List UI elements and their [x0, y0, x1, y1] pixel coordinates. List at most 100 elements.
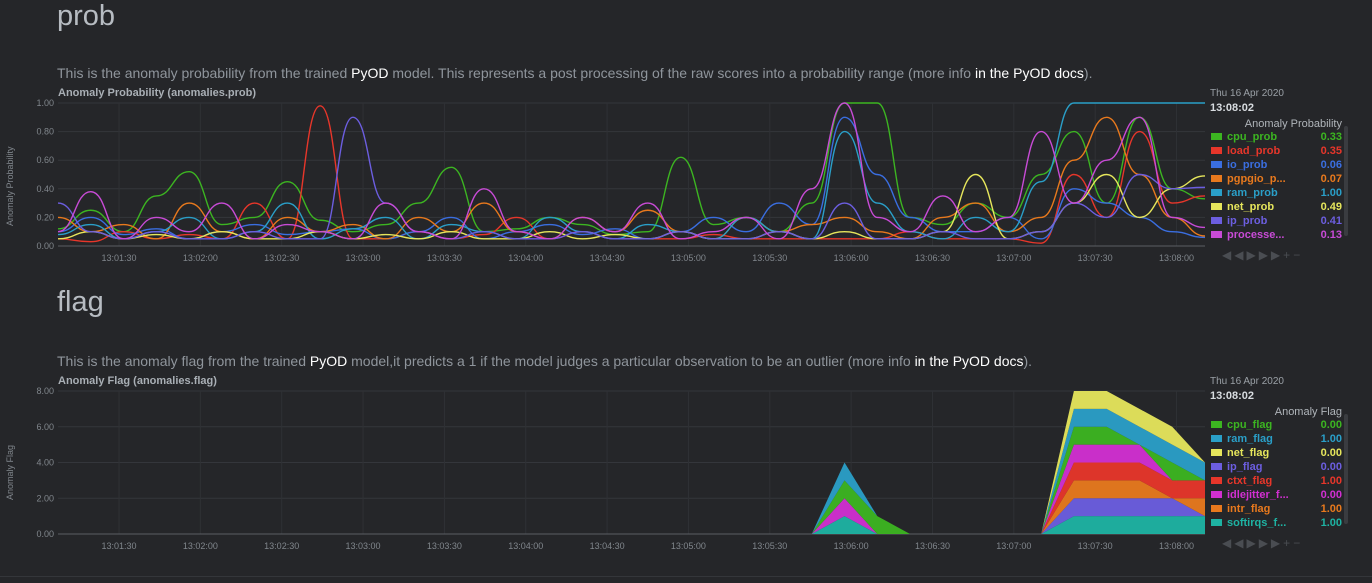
- legend-name: idlejitter_f...: [1227, 489, 1289, 501]
- desc-highlight: PyOD: [351, 65, 389, 81]
- chart-legend: Thu 16 Apr 2020 13:08:02 Anomaly Probabi…: [1210, 88, 1342, 242]
- y-tick-label: 0.00: [36, 529, 54, 539]
- legend-scrollbar[interactable]: [1344, 414, 1348, 524]
- series-line-ip_prob: [57, 116, 1206, 240]
- legend-value: 0.00: [1320, 489, 1342, 501]
- x-tick-label: 13:06:30: [915, 541, 950, 551]
- legend-item[interactable]: load_prob 0.35: [1210, 144, 1342, 158]
- chart-anomaly-probability[interactable]: Anomaly Probability (anomalies.prob) Ano…: [0, 86, 1372, 271]
- legend-item[interactable]: ip_prob 0.41: [1210, 214, 1342, 228]
- legend-swatch: [1211, 491, 1222, 498]
- legend-item[interactable]: pgpgio_p... 0.07: [1210, 172, 1342, 186]
- y-tick-label: 8.00: [36, 386, 54, 396]
- legend-swatch: [1211, 133, 1222, 140]
- legend-item[interactable]: softirqs_f... 1.00: [1210, 516, 1342, 530]
- play-icon[interactable]: ▶: [1246, 536, 1259, 550]
- legend-name: pgpgio_p...: [1227, 173, 1286, 185]
- y-tick-label: 0.00: [36, 241, 54, 251]
- y-tick-label: 4.00: [36, 458, 54, 468]
- legend-name: ram_prob: [1227, 187, 1278, 199]
- legend-heading: Anomaly Flag: [1274, 406, 1342, 418]
- legend-name: ip_prob: [1227, 215, 1268, 227]
- x-tick-label: 13:07:30: [1078, 541, 1113, 551]
- x-tick-label: 13:02:00: [183, 541, 218, 551]
- legend-item[interactable]: idlejitter_f... 0.00: [1210, 488, 1342, 502]
- chart-plot-area[interactable]: 8.00 6.00 4.00 2.00 0.00 13:01:30 13:02:00 13:0…: [0, 374, 1372, 559]
- pan-left-icon[interactable]: ◀◀: [1222, 536, 1247, 550]
- legend-item[interactable]: intr_flag 1.00: [1210, 502, 1342, 516]
- x-tick-label: 13:03:30: [427, 541, 462, 551]
- chart-toolbar[interactable]: ◀◀▶▶▶+−: [1222, 248, 1303, 262]
- legend-swatch: [1211, 189, 1222, 196]
- legend-item[interactable]: ip_flag 0.00: [1210, 460, 1342, 474]
- desc-text: ).: [1083, 65, 1093, 81]
- zoom-in-icon[interactable]: +: [1283, 536, 1294, 550]
- legend-swatch: [1211, 217, 1222, 224]
- legend-item[interactable]: ram_prob 1.00: [1210, 186, 1342, 200]
- x-tick-label: 13:04:30: [590, 541, 625, 551]
- legend-swatch: [1211, 505, 1222, 512]
- legend-item[interactable]: ram_flag 1.00: [1210, 432, 1342, 446]
- x-tick-label: 13:03:00: [346, 541, 381, 551]
- pan-right-icon[interactable]: ▶▶: [1258, 536, 1284, 550]
- pan-left-icon[interactable]: ◀◀: [1222, 248, 1247, 262]
- pyod-docs-link[interactable]: in the PyOD docs: [974, 65, 1084, 81]
- legend-time: 13:08:02: [1210, 390, 1255, 402]
- legend-item[interactable]: io_prob 0.06: [1210, 158, 1342, 172]
- desc-text: model. This represents a post processing…: [388, 65, 975, 81]
- x-tick-label: 13:05:00: [671, 253, 706, 263]
- legend-swatch: [1211, 421, 1222, 428]
- legend-value: 0.33: [1320, 131, 1342, 143]
- legend-date: Thu 16 Apr 2020: [1210, 88, 1284, 99]
- legend-item[interactable]: ctxt_flag 1.00: [1210, 474, 1342, 488]
- legend-name: io_prob: [1227, 159, 1268, 171]
- series-area-intr_flag: [58, 480, 1205, 534]
- legend-swatch: [1211, 435, 1222, 442]
- chart-toolbar[interactable]: ◀◀▶▶▶+−: [1222, 536, 1303, 550]
- x-tick-label: 13:07:00: [996, 541, 1031, 551]
- chart-legend: Thu 16 Apr 2020 13:08:02 Anomaly Flag cp…: [1210, 376, 1342, 530]
- x-tick-label: 13:04:00: [508, 541, 543, 551]
- legend-swatch: [1211, 519, 1222, 526]
- legend-value: 1.00: [1320, 475, 1342, 487]
- legend-name: processe...: [1227, 229, 1285, 241]
- chart-plot-area[interactable]: 1.00 0.80 0.60 0.40 0.20 0.00 13:01:30 13:02:00…: [0, 86, 1372, 271]
- legend-swatch: [1211, 449, 1222, 456]
- x-tick-label: 13:02:00: [183, 253, 218, 263]
- y-tick-label: 0.20: [36, 212, 54, 222]
- legend-value: 0.49: [1320, 201, 1342, 213]
- x-tick-label: 13:07:00: [996, 253, 1031, 263]
- chart-anomaly-flag[interactable]: Anomaly Flag (anomalies.flag) Anomaly Fl…: [0, 374, 1372, 559]
- chart-title: Anomaly Probability (anomalies.prob): [58, 87, 257, 99]
- x-tick-label: 13:03:30: [427, 253, 462, 263]
- legend-item[interactable]: cpu_flag 0.00: [1210, 418, 1342, 432]
- series-area-softirqs_f: [58, 516, 1205, 534]
- legend-swatch: [1211, 463, 1222, 470]
- legend-name: ip_flag: [1227, 461, 1263, 473]
- legend-name: softirqs_f...: [1227, 517, 1287, 529]
- legend-item[interactable]: net_prob 0.49: [1210, 200, 1342, 214]
- x-tick-label: 13:08:00: [1159, 253, 1194, 263]
- zoom-out-icon[interactable]: −: [1293, 536, 1304, 550]
- y-tick-label: 6.00: [36, 422, 54, 432]
- play-icon[interactable]: ▶: [1246, 248, 1259, 262]
- y-tick-label: 1.00: [36, 98, 54, 108]
- legend-name: load_prob: [1227, 145, 1281, 157]
- x-tick-label: 13:07:30: [1078, 253, 1113, 263]
- y-tick-label: 2.00: [36, 493, 54, 503]
- legend-scrollbar[interactable]: [1344, 126, 1348, 236]
- legend-value: 0.35: [1320, 145, 1342, 157]
- legend-value: 1.00: [1320, 503, 1342, 515]
- zoom-in-icon[interactable]: +: [1283, 248, 1294, 262]
- legend-item[interactable]: cpu_prob 0.33: [1210, 130, 1342, 144]
- legend-swatch: [1211, 161, 1222, 168]
- x-tick-label: 13:06:30: [915, 253, 950, 263]
- x-tick-label: 13:01:30: [101, 541, 136, 551]
- pyod-docs-link[interactable]: in the PyOD docs: [914, 353, 1024, 369]
- legend-item[interactable]: processe... 0.13: [1210, 228, 1342, 242]
- legend-item[interactable]: net_flag 0.00: [1210, 446, 1342, 460]
- zoom-out-icon[interactable]: −: [1293, 248, 1304, 262]
- legend-value: 0.13: [1320, 229, 1342, 241]
- desc-text: This is the anomaly probability from the…: [57, 65, 352, 81]
- pan-right-icon[interactable]: ▶▶: [1258, 248, 1284, 262]
